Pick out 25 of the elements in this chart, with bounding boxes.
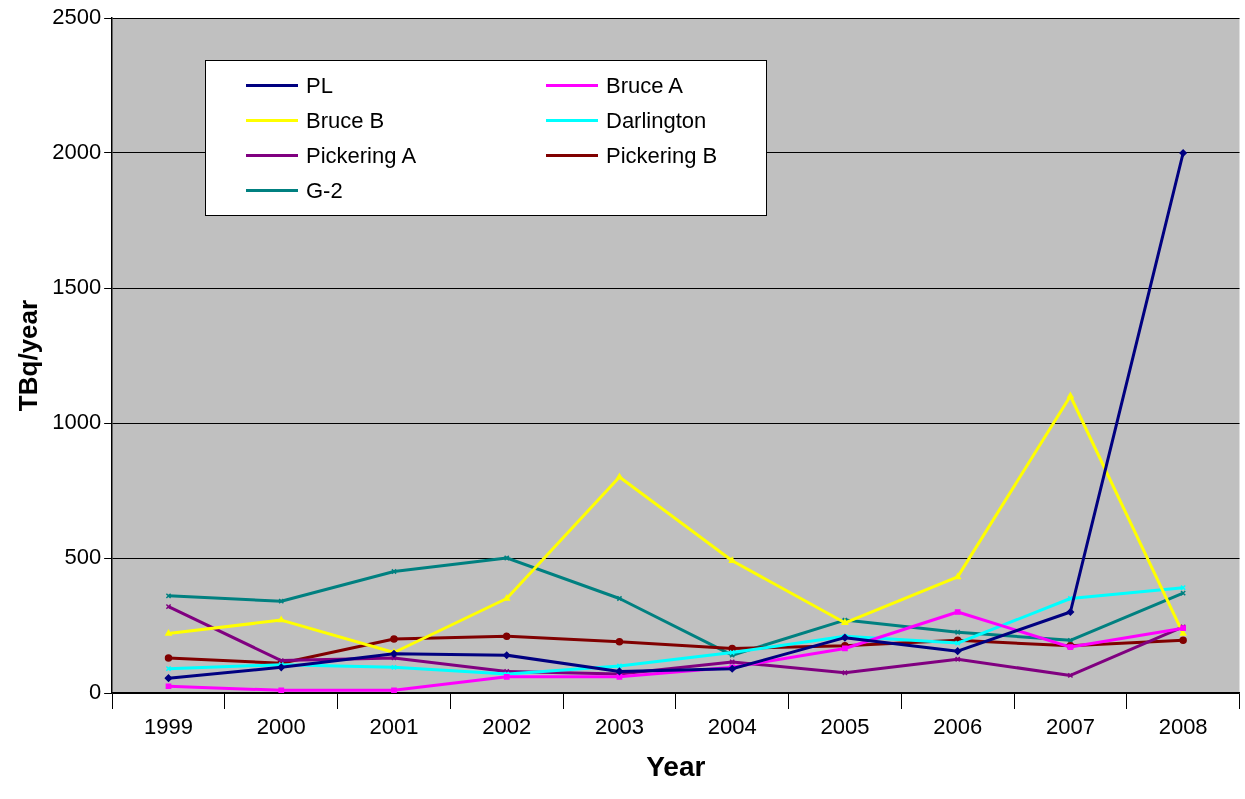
x-tick-label: 2000 (256, 714, 306, 740)
legend-label: PL (306, 72, 333, 99)
y-tick-label: 0 (88, 679, 102, 705)
x-tick-label: 2002 (482, 714, 532, 740)
legend-label: G-2 (306, 177, 343, 204)
y-tick-label: 500 (64, 544, 102, 570)
x-tick-label: 1999 (144, 714, 193, 740)
x-axis-title: Year (646, 750, 706, 782)
x-tick-label: 2008 (1158, 714, 1208, 740)
x-tick-label: 2006 (933, 714, 983, 740)
legend-label: Darlington (606, 107, 707, 134)
y-axis-title: TBq/year (12, 299, 43, 412)
x-tick-label: 2005 (820, 714, 870, 740)
x-tick-label: 2001 (369, 714, 419, 740)
x-tick-label: 2003 (594, 714, 644, 740)
y-tick-label: 1500 (52, 274, 102, 300)
y-tick-label: 2000 (52, 139, 102, 165)
x-tick-label: 2004 (707, 714, 757, 740)
x-tick-label: 2007 (1045, 714, 1095, 740)
legend-label: Bruce A (606, 72, 684, 99)
y-tick-label: 2500 (52, 4, 102, 30)
legend-label: Pickering A (306, 142, 417, 169)
y-tick-label: 1000 (52, 409, 102, 435)
legend-label: Bruce B (306, 107, 385, 134)
legend-label: Pickering B (606, 142, 718, 169)
